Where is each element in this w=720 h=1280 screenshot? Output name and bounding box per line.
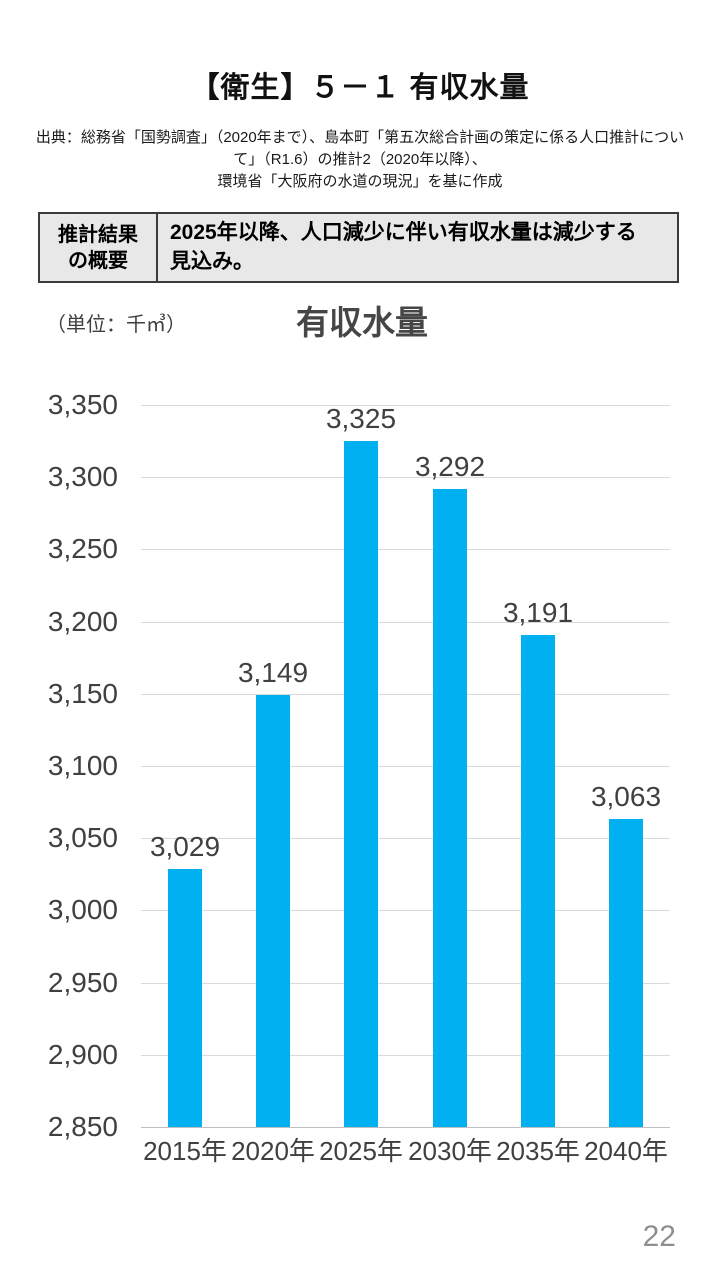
source-line: 出典：総務省「国勢調査」（2020年まで）、島本町「第五次総合計画の策定に係る人… bbox=[35, 129, 685, 146]
y-axis-tick-label: 3,150 bbox=[47, 678, 118, 709]
gridline bbox=[141, 910, 670, 911]
y-axis-tick-label: 3,000 bbox=[47, 894, 118, 925]
summary-body-line: 2025年以降、人口減少に伴い有収水量は減少する bbox=[170, 221, 637, 244]
y-axis-tick-label: 3,350 bbox=[47, 389, 118, 420]
bar-value-label: 3,063 bbox=[590, 781, 662, 812]
gridline bbox=[141, 766, 670, 767]
x-axis-tick-label: 2035年 bbox=[496, 1136, 580, 1166]
chart-title: 有収水量 bbox=[296, 304, 428, 341]
summary-body-cell: 2025年以降、人口減少に伴い有収水量は減少する 見込み。 bbox=[158, 214, 677, 281]
bar-value-label: 3,191 bbox=[502, 597, 574, 628]
summary-header-cell: 推計結果 の概要 bbox=[40, 214, 158, 281]
source-note: 出典：総務省「国勢調査」（2020年まで）、島本町「第五次総合計画の策定に係る人… bbox=[0, 127, 720, 193]
y-axis-tick-label: 3,050 bbox=[47, 822, 118, 853]
summary-body-line: 見込み。 bbox=[170, 250, 254, 273]
bar-value-label: 3,149 bbox=[237, 657, 309, 688]
y-axis-tick-label: 3,250 bbox=[47, 533, 118, 564]
summary-table: 推計結果 の概要 2025年以降、人口減少に伴い有収水量は減少する 見込み。 bbox=[38, 212, 679, 283]
bar-value-label: 3,292 bbox=[414, 451, 486, 482]
source-line: て」（R1.6）の推計2（2020年以降）、 bbox=[233, 151, 487, 168]
bar bbox=[433, 489, 467, 1127]
x-axis-tick-label: 2020年 bbox=[231, 1136, 315, 1166]
plot-area: 3,029 3,149 3,325 3,292 3,191 3,063 bbox=[141, 403, 670, 1128]
gridline bbox=[141, 622, 670, 623]
page-title: 【衛生】５－１ 有収水量 bbox=[190, 72, 530, 104]
summary-header-line: の概要 bbox=[68, 249, 128, 272]
bar bbox=[256, 695, 290, 1127]
y-axis-tick-label: 3,100 bbox=[47, 750, 118, 781]
y-axis-tick-label: 2,900 bbox=[47, 1039, 118, 1070]
x-axis-tick-label: 2025年 bbox=[319, 1136, 403, 1166]
y-axis-tick-label: 2,850 bbox=[47, 1111, 118, 1142]
gridline bbox=[141, 477, 670, 478]
gridline bbox=[141, 1127, 670, 1128]
gridline bbox=[141, 694, 670, 695]
bar bbox=[609, 819, 643, 1127]
gridline bbox=[141, 983, 670, 984]
bar-value-label: 3,029 bbox=[149, 831, 221, 862]
gridline bbox=[141, 1055, 670, 1056]
bar bbox=[168, 869, 202, 1127]
gridline bbox=[141, 549, 670, 550]
y-axis-tick-label: 3,200 bbox=[47, 606, 118, 637]
bar bbox=[521, 635, 555, 1127]
source-line: 環境省「大阪府の水道の現況」を基に作成 bbox=[217, 173, 503, 190]
x-axis-tick-label: 2030年 bbox=[408, 1136, 492, 1166]
x-axis-tick-label: 2015年 bbox=[143, 1136, 227, 1166]
unit-label: （単位：千㎥） bbox=[46, 314, 186, 336]
y-axis-tick-label: 3,300 bbox=[47, 461, 118, 492]
x-axis-tick-label: 2040年 bbox=[584, 1136, 668, 1166]
y-axis-tick-label: 2,950 bbox=[47, 967, 118, 998]
bar bbox=[344, 441, 378, 1127]
page-number: 22 bbox=[642, 1220, 676, 1253]
gridline bbox=[141, 405, 670, 406]
gridline bbox=[141, 838, 670, 839]
summary-header-line: 推計結果 bbox=[58, 223, 138, 246]
bar-value-label: 3,325 bbox=[325, 403, 397, 434]
